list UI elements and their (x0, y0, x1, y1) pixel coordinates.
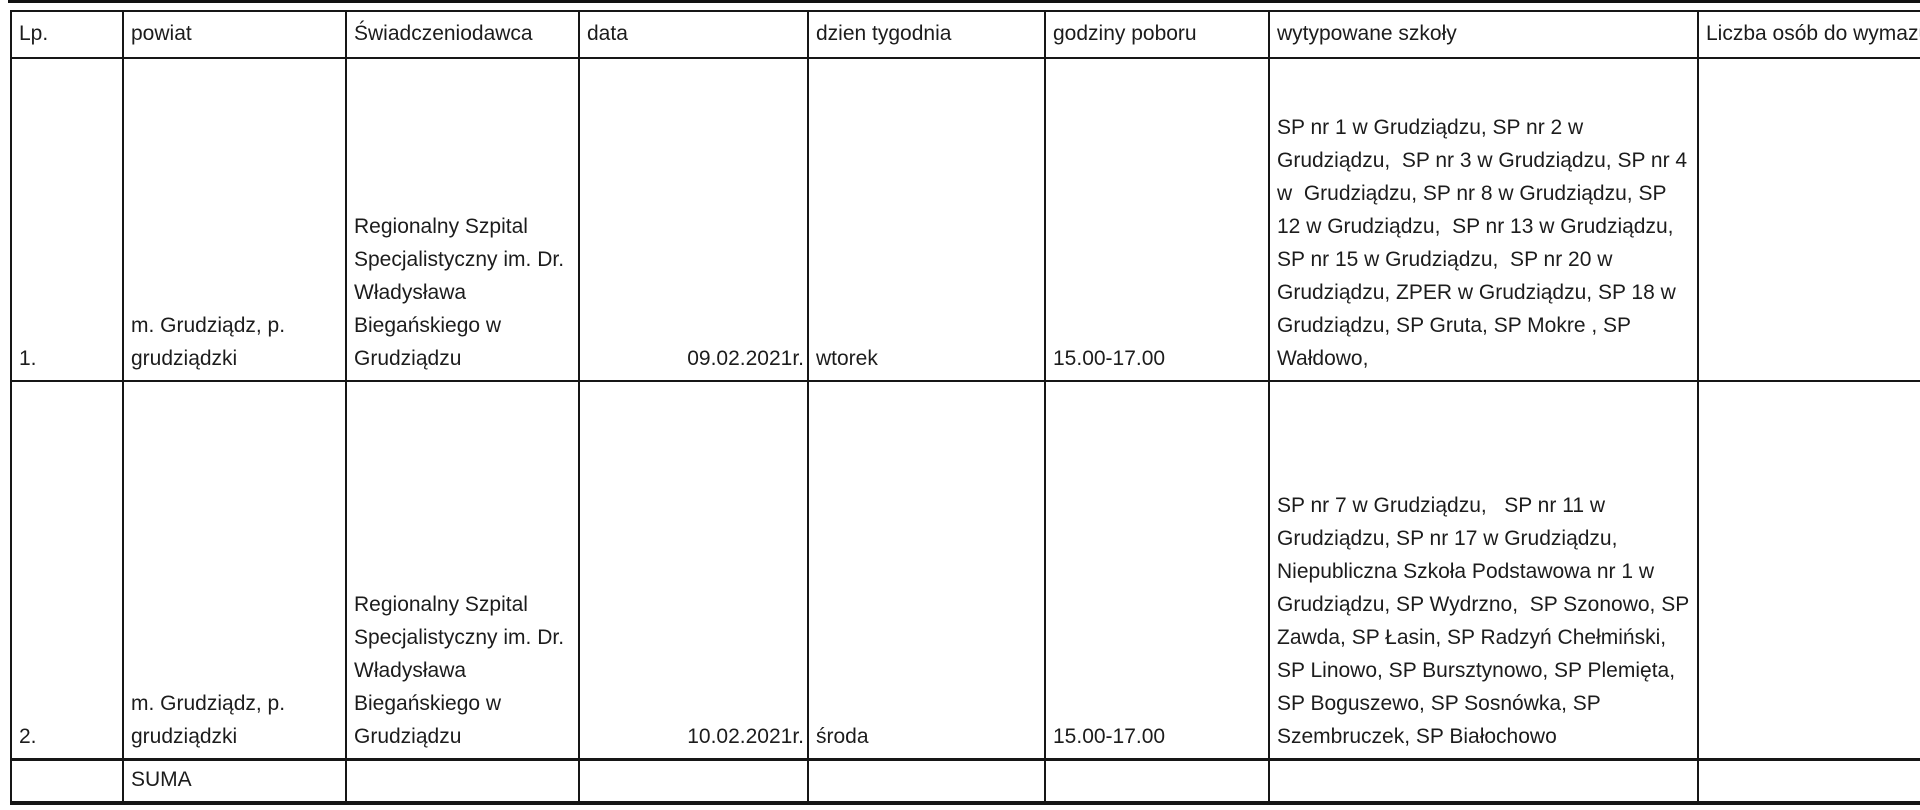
cell-dzien-tygodnia (807, 757, 1046, 805)
cell-dzien-tygodnia: środa (807, 380, 1046, 760)
cell-data (578, 757, 809, 805)
header-cell-lp: Lp. (10, 10, 124, 59)
header-cell-data: data (578, 10, 809, 59)
cell-wytypowane-szkoly (1268, 757, 1699, 805)
swab-schedule-table: Lp. powiat Świadczeniodawca data dzien t… (10, 10, 1920, 805)
cell-swiadczeniodawca: Regionalny Szpital Specjalistyczny im. D… (345, 380, 580, 760)
table-row-2: 2. m. Grudziądz, p. grudziądzki Regional… (10, 380, 1920, 760)
cell-godziny-poboru (1044, 757, 1270, 805)
header-cell-swiadczeniodawca: Świadczeniodawca (345, 10, 580, 59)
header-cell-powiat: powiat (122, 10, 347, 59)
cell-lp: 2. (10, 380, 124, 760)
header-cell-godziny-poboru: godziny poboru (1044, 10, 1270, 59)
cell-data: 09.02.2021r. (578, 57, 809, 382)
cell-godziny-poboru: 15.00-17.00 (1044, 380, 1270, 760)
cell-wytypowane-szkoly: SP nr 7 w Grudziądzu, SP nr 11 w Grudzią… (1268, 380, 1699, 760)
header-cell-dzien-tygodnia: dzien tygodnia (807, 10, 1046, 59)
cell-liczba-osob (1697, 57, 1920, 382)
cell-powiat: m. Grudziądz, p. grudziądzki (122, 380, 347, 760)
cell-liczba-osob (1697, 380, 1920, 760)
cell-lp (10, 757, 124, 805)
cell-powiat: m. Grudziądz, p. grudziądzki (122, 57, 347, 382)
cell-dzien-tygodnia: wtorek (807, 57, 1046, 382)
cell-lp: 1. (10, 57, 124, 382)
cell-data: 10.02.2021r. (578, 380, 809, 760)
cell-swiadczeniodawca: Regionalny Szpital Specjalistyczny im. D… (345, 57, 580, 382)
header-row: Lp. powiat Świadczeniodawca data dzien t… (10, 10, 1920, 59)
suma-row: SUMA (10, 757, 1920, 805)
cell-swiadczeniodawca (345, 757, 580, 805)
header-cell-liczba-osob: Liczba osób do wymazu (1697, 10, 1920, 59)
cell-godziny-poboru: 15.00-17.00 (1044, 57, 1270, 382)
header-cell-wytypowane-szkoly: wytypowane szkoły (1268, 10, 1699, 59)
table-top-rule (8, 0, 1920, 3)
cell-liczba-osob (1697, 757, 1920, 805)
cell-wytypowane-szkoly: SP nr 1 w Grudziądzu, SP nr 2 w Grudziąd… (1268, 57, 1699, 382)
table-row-1: 1. m. Grudziądz, p. grudziądzki Regional… (10, 57, 1920, 382)
cell-suma-label: SUMA (122, 757, 347, 805)
